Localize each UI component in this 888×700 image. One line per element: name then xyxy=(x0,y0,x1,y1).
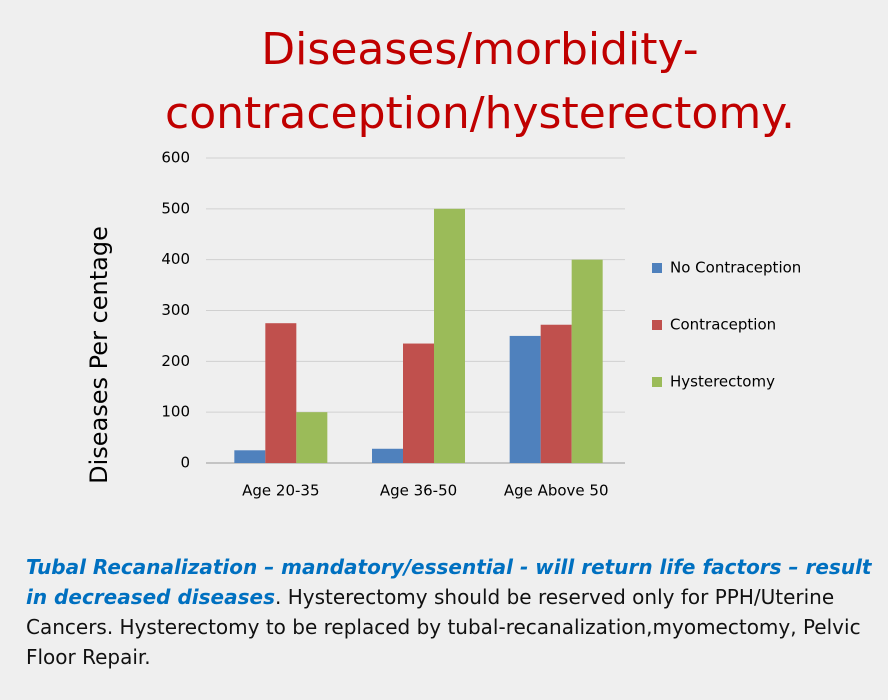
y-tick-label: 200 xyxy=(161,352,190,370)
x-tick-label: Age 20-35 xyxy=(242,482,319,500)
x-tick-label: Age Above 50 xyxy=(504,482,609,500)
y-tick-label: 100 xyxy=(161,403,190,421)
note-emphasis: Tubal Recanalization – mandatory/essenti… xyxy=(26,555,872,609)
chart: Diseases Per centage 0 100 200 300 400 500 600… xyxy=(85,149,801,500)
bar xyxy=(540,324,572,463)
y-tick-label: 0 xyxy=(180,454,190,472)
y-tick-label: 600 xyxy=(161,149,190,167)
y-axis-label: Diseases Per centage xyxy=(85,226,113,484)
bar xyxy=(265,323,297,463)
legend-label: No Contraception xyxy=(670,259,801,277)
bar xyxy=(571,259,603,463)
bar xyxy=(403,343,434,463)
note: Tubal Recanalization – mandatory/essenti… xyxy=(26,552,876,672)
y-tick-label: 300 xyxy=(161,301,190,319)
y-tick-label: 500 xyxy=(161,199,190,217)
legend-label: Contraception xyxy=(670,316,776,334)
title: Diseases/morbidity-contraception/hystere… xyxy=(165,24,795,139)
bar xyxy=(234,450,266,463)
bar xyxy=(434,208,465,463)
legend-swatch xyxy=(652,263,662,273)
bar xyxy=(509,335,541,463)
x-tick-label: Age 36-50 xyxy=(380,482,457,500)
bar xyxy=(372,448,403,463)
bar xyxy=(296,412,328,463)
legend-swatch xyxy=(652,377,662,387)
note-text: . Hysterectomy should be reserved only f… xyxy=(26,585,861,669)
y-tick-label: 400 xyxy=(161,250,190,268)
legend-swatch xyxy=(652,320,662,330)
legend-label: Hysterectomy xyxy=(670,373,775,391)
